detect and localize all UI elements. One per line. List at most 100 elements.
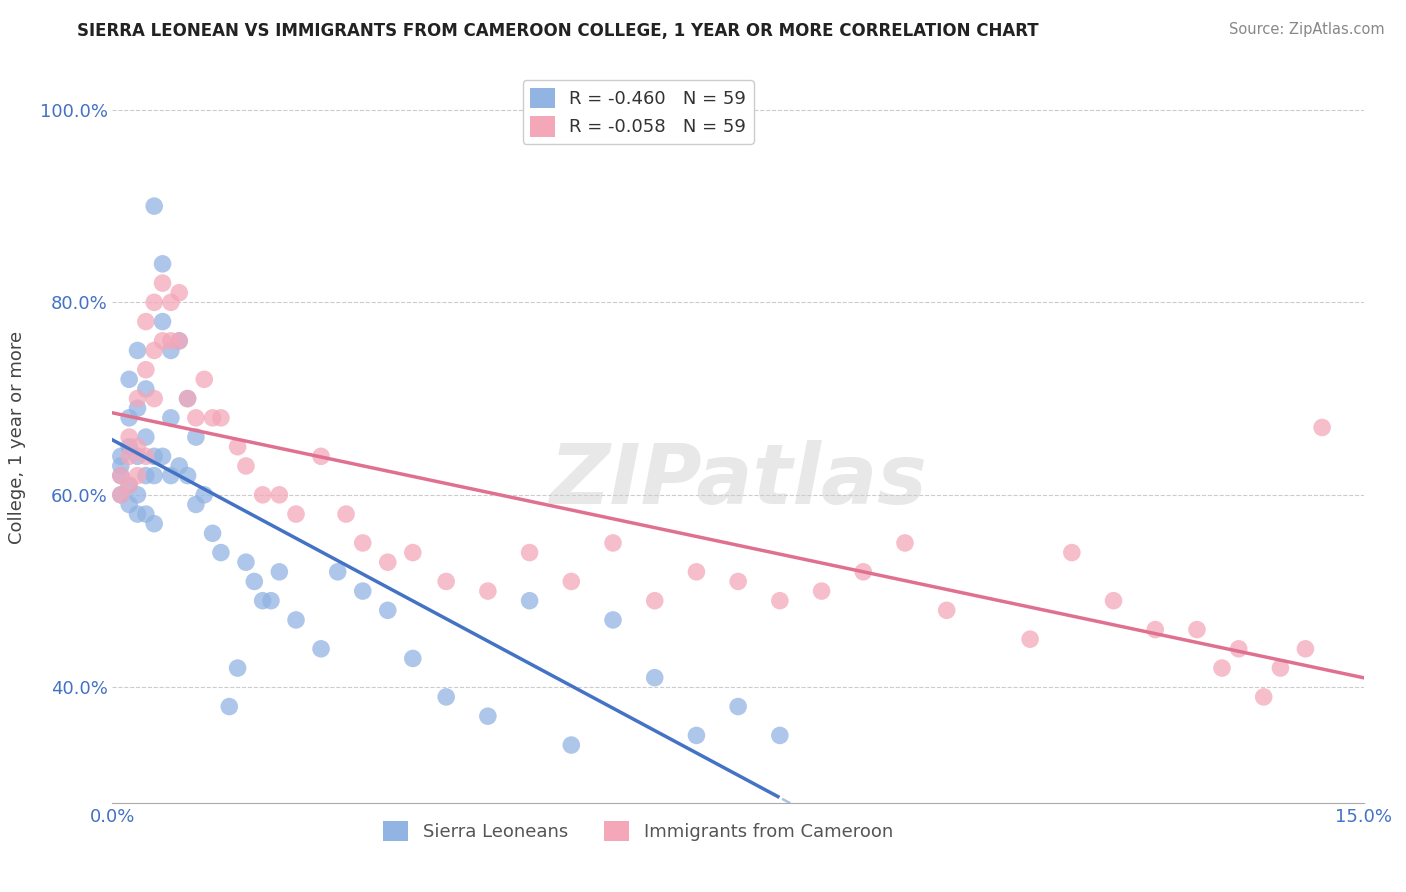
Point <box>118 478 141 492</box>
Point <box>519 545 541 559</box>
Point <box>852 565 875 579</box>
Point <box>1019 632 1042 647</box>
Point <box>118 430 141 444</box>
Point <box>160 468 183 483</box>
Point <box>285 613 308 627</box>
Point <box>135 468 157 483</box>
Point <box>152 276 174 290</box>
Point <box>218 699 240 714</box>
Point <box>519 593 541 607</box>
Point <box>810 584 832 599</box>
Point <box>143 343 166 358</box>
Point <box>894 536 917 550</box>
Point <box>727 699 749 714</box>
Point <box>201 410 224 425</box>
Point <box>269 565 291 579</box>
Point <box>184 430 207 444</box>
Point <box>152 315 174 329</box>
Point <box>644 593 666 607</box>
Point <box>110 468 132 483</box>
Point <box>184 498 207 512</box>
Point <box>118 478 141 492</box>
Point <box>377 555 399 569</box>
Point <box>118 450 141 464</box>
Point <box>434 574 457 589</box>
Point <box>110 468 132 483</box>
Point <box>1102 593 1125 607</box>
Point <box>685 728 707 742</box>
Point <box>326 565 349 579</box>
Point <box>118 440 141 454</box>
Point <box>127 401 149 416</box>
Text: SIERRA LEONEAN VS IMMIGRANTS FROM CAMEROON COLLEGE, 1 YEAR OR MORE CORRELATION C: SIERRA LEONEAN VS IMMIGRANTS FROM CAMERO… <box>77 22 1039 40</box>
Point <box>167 458 190 473</box>
Point <box>434 690 457 704</box>
Point <box>309 641 332 656</box>
Point <box>127 450 149 464</box>
Point <box>127 468 149 483</box>
Point <box>167 334 190 348</box>
Point <box>110 488 132 502</box>
Point <box>1227 641 1250 656</box>
Point <box>135 430 157 444</box>
Point <box>167 334 190 348</box>
Point <box>143 450 166 464</box>
Point <box>143 199 166 213</box>
Point <box>209 545 232 559</box>
Point <box>1144 623 1167 637</box>
Point <box>560 738 582 752</box>
Point <box>477 709 499 723</box>
Point <box>135 507 157 521</box>
Point <box>352 536 374 550</box>
Point <box>152 257 174 271</box>
Point <box>152 450 174 464</box>
Point <box>135 362 157 376</box>
Point <box>160 410 183 425</box>
Point <box>252 488 274 502</box>
Point <box>685 565 707 579</box>
Point <box>176 392 198 406</box>
Point <box>226 661 249 675</box>
Point <box>226 440 249 454</box>
Point <box>602 536 624 550</box>
Point <box>127 488 149 502</box>
Point <box>135 315 157 329</box>
Y-axis label: College, 1 year or more: College, 1 year or more <box>7 331 25 543</box>
Point <box>285 507 308 521</box>
Point <box>727 574 749 589</box>
Point <box>127 507 149 521</box>
Point <box>118 410 141 425</box>
Point <box>135 450 157 464</box>
Point <box>193 372 215 386</box>
Point <box>602 613 624 627</box>
Point <box>176 468 198 483</box>
Point <box>118 498 141 512</box>
Point <box>252 593 274 607</box>
Point <box>377 603 399 617</box>
Legend: Sierra Leoneans, Immigrants from Cameroon: Sierra Leoneans, Immigrants from Cameroo… <box>375 814 900 848</box>
Point <box>167 285 190 300</box>
Point <box>135 382 157 396</box>
Text: Source: ZipAtlas.com: Source: ZipAtlas.com <box>1229 22 1385 37</box>
Point <box>269 488 291 502</box>
Point <box>110 488 132 502</box>
Point <box>243 574 266 589</box>
Point <box>127 392 149 406</box>
Point <box>309 450 332 464</box>
Point <box>1270 661 1292 675</box>
Point <box>184 410 207 425</box>
Point <box>235 555 257 569</box>
Point <box>1185 623 1208 637</box>
Point <box>1294 641 1316 656</box>
Point <box>402 651 425 665</box>
Text: ZIPatlas: ZIPatlas <box>550 441 927 522</box>
Point <box>127 440 149 454</box>
Point <box>1253 690 1275 704</box>
Point <box>176 392 198 406</box>
Point <box>402 545 425 559</box>
Point <box>143 468 166 483</box>
Point <box>152 334 174 348</box>
Point <box>352 584 374 599</box>
Point <box>201 526 224 541</box>
Point <box>110 458 132 473</box>
